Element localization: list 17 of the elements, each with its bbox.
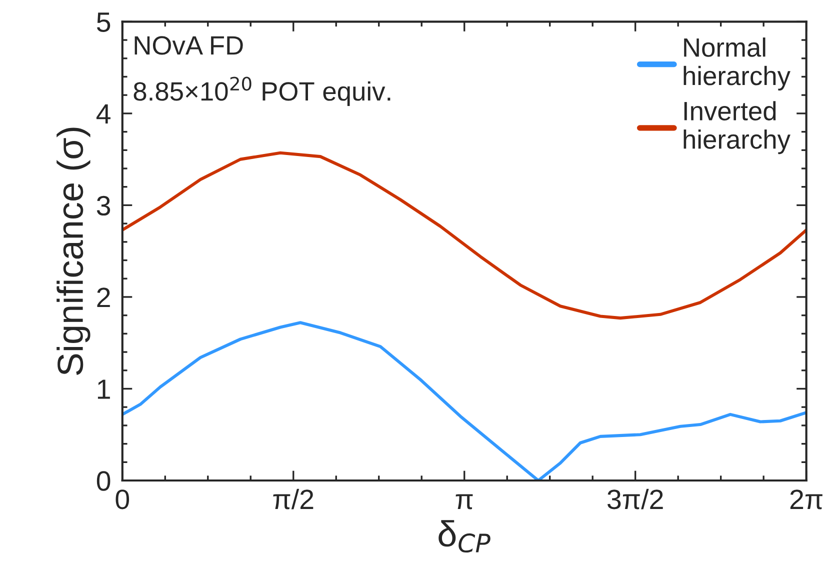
y-tick-label: 5 — [96, 12, 110, 32]
annotation: 8.85×10$^{20}$ POT equiv. — [134, 76, 390, 106]
y-tick-label: 4 — [96, 104, 110, 124]
annotation: NOvA FD — [134, 36, 243, 55]
x-axis-title: δ$_{CP}$ — [438, 520, 490, 553]
y-tick-label: 2 — [97, 288, 110, 308]
y-tick-label: 3 — [96, 196, 110, 216]
x-tick-label: π/2 — [273, 488, 314, 510]
legend-label: Inverted hierarchy — [684, 101, 790, 154]
y-axis-title: Significance (σ) — [56, 128, 90, 375]
y-tick-label: 0 — [96, 471, 110, 491]
x-tick-label: 2π — [790, 490, 822, 510]
legend-label: Normal hierarchy — [684, 37, 790, 91]
x-tick-label: π — [456, 494, 473, 510]
x-tick-label: 3π/2 — [608, 488, 663, 510]
x-tick-label: 0 — [116, 490, 130, 510]
y-tick-label: 1 — [98, 380, 110, 399]
